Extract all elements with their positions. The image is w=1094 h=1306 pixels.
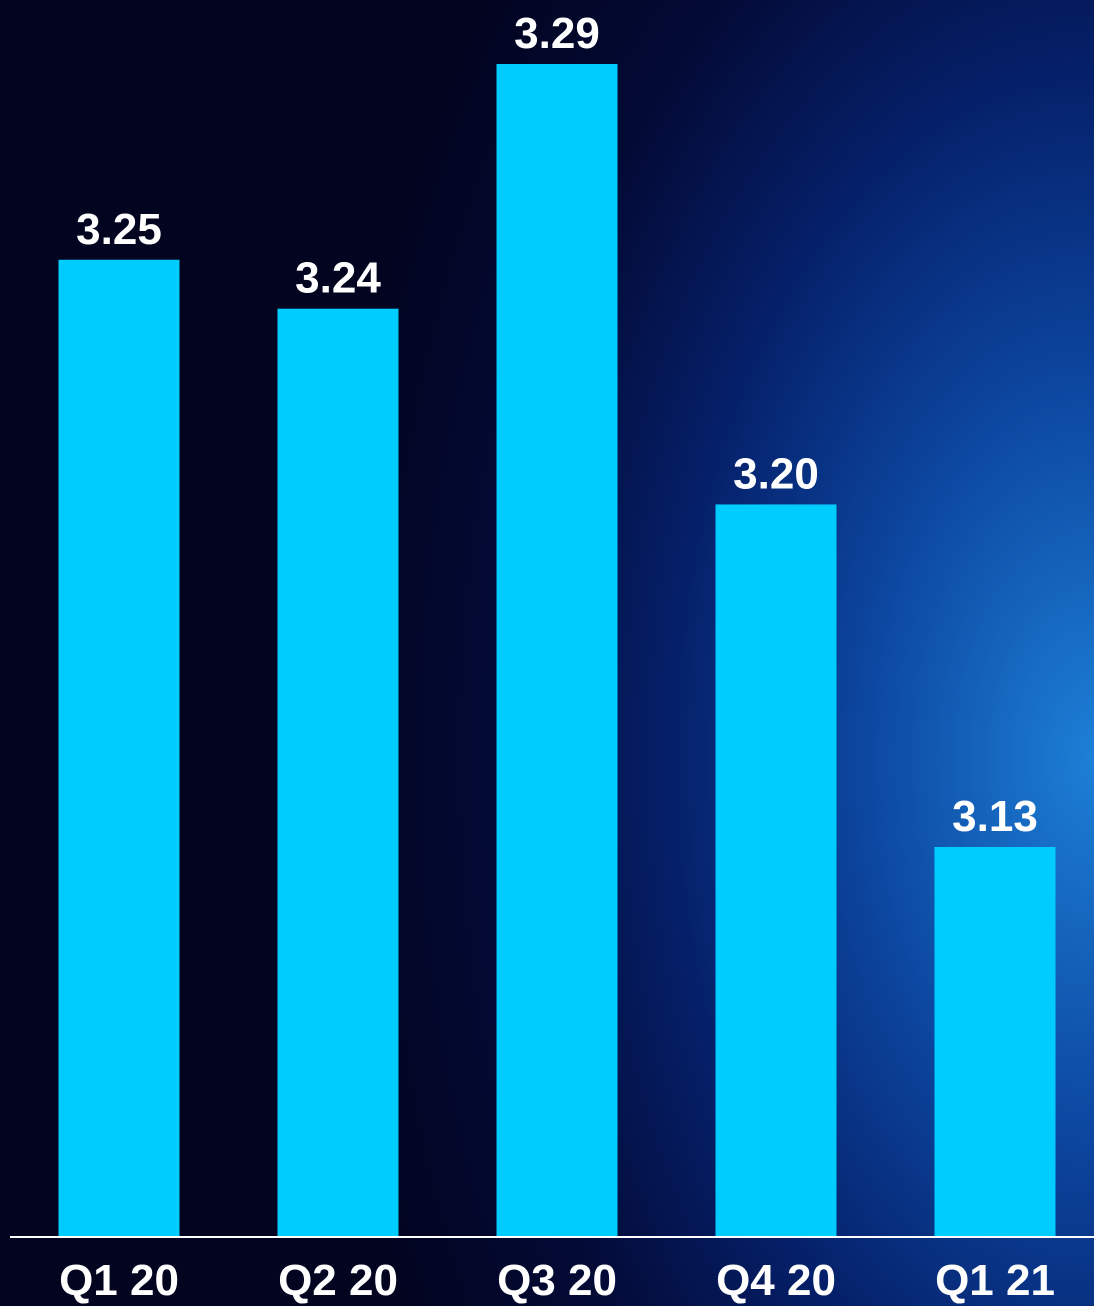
data-label: 3.20	[733, 449, 819, 498]
data-label: 3.29	[514, 9, 600, 58]
x-tick-label: Q1 20	[59, 1256, 179, 1305]
data-label: 3.24	[295, 254, 381, 303]
x-tick-label: Q4 20	[716, 1256, 836, 1305]
data-label: 3.25	[76, 205, 162, 254]
bar-q1-20	[58, 259, 180, 1237]
data-labels-group: 3.25 3.24 3.29 3.20 3.13	[76, 9, 1038, 841]
bar-q4-20	[715, 504, 837, 1237]
x-axis-tick-labels: Q1 20 Q2 20 Q3 20 Q4 20 Q1 21	[59, 1256, 1055, 1305]
x-tick-label: Q1 21	[935, 1256, 1055, 1305]
x-tick-label: Q2 20	[278, 1256, 398, 1305]
bar-q3-20	[496, 64, 618, 1237]
x-tick-label: Q3 20	[497, 1256, 617, 1305]
bar-q1-21	[934, 847, 1056, 1237]
data-label: 3.13	[952, 792, 1038, 841]
bars-group	[58, 64, 1056, 1237]
bar-q2-20	[277, 308, 399, 1237]
